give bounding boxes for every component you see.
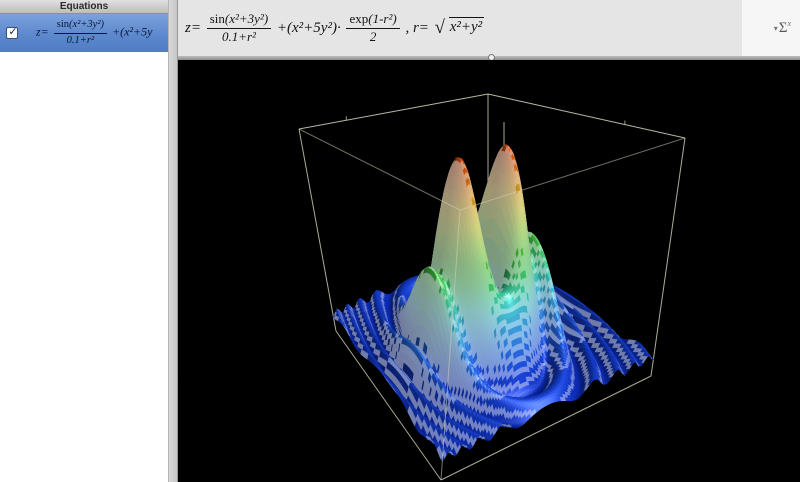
plot-area	[178, 60, 800, 482]
pane-splitter[interactable]	[169, 0, 178, 482]
eq-middle-term: +(x²+5y²)·	[276, 19, 341, 36]
eq-fraction-1: sin(x²+3y²) 0.1+r²	[206, 11, 272, 45]
sigma-icon: Σ	[778, 19, 788, 36]
eq-fraction-1: sin(x²+3y²) 0.1+r²	[53, 19, 107, 46]
equation-row[interactable]: ✓ z= sin(x²+3y²) 0.1+r² +(x²+5y	[0, 14, 168, 52]
equations-sidebar: Equations ✓ z= sin(x²+3y²) 0.1+r² +(x²+5…	[0, 0, 169, 482]
equations-title: Equations	[59, 1, 109, 12]
eq-r-definition: , r=	[405, 19, 429, 36]
sqrt-body: x²+y²	[448, 17, 485, 36]
sqrt-radical-icon: √	[434, 17, 445, 39]
sidebar-header: Equations	[0, 0, 168, 14]
equation-bar: z= sin(x²+3y²) 0.1+r² +(x²+5y²)· exp(1-r…	[178, 0, 800, 56]
dropdown-arrow-icon: ▾	[773, 23, 778, 33]
equation-checkbox[interactable]: ✓	[6, 27, 18, 39]
sigma-superscript: x	[787, 18, 791, 28]
eq-lhs: z=	[185, 19, 201, 36]
equation-mini: z= sin(x²+3y²) 0.1+r² +(x²+5y	[0, 19, 152, 46]
eq-tail-truncated: +(x²+5y	[112, 24, 153, 39]
equation-full: z= sin(x²+3y²) 0.1+r² +(x²+5y²)· exp(1-r…	[185, 11, 485, 45]
checkmark-icon: ✓	[8, 26, 18, 38]
equation-palette-button[interactable]: ▾ Σ x	[774, 17, 791, 39]
eq-lhs: z=	[36, 24, 49, 39]
eq-fraction-2: exp(1-r²) 2	[346, 11, 400, 45]
equation-field[interactable]: z= sin(x²+3y²) 0.1+r² +(x²+5y²)· exp(1-r…	[178, 0, 742, 56]
surface-plot-canvas[interactable]	[178, 60, 800, 482]
